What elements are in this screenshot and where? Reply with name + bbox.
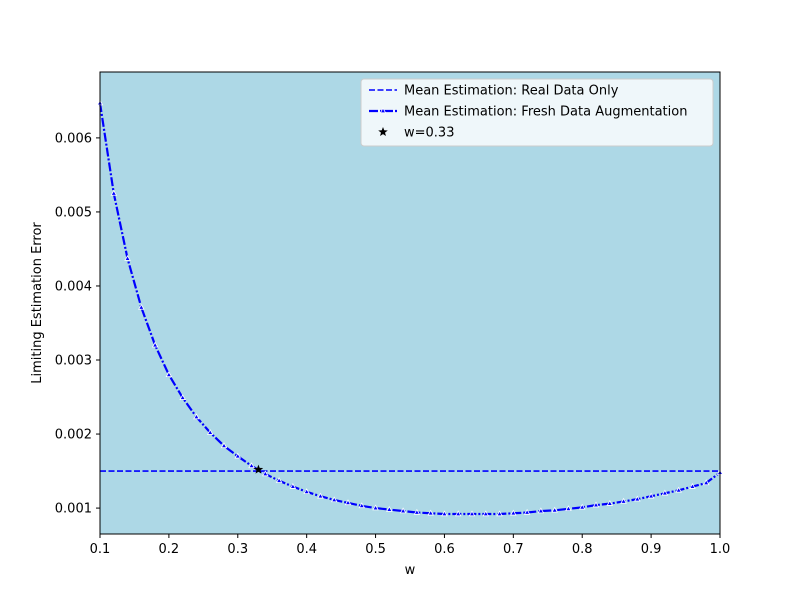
y-axis-label: Limiting Estimation Error [30,222,45,384]
data-point-marker [620,497,627,504]
data-point-marker [179,394,186,400]
data-point-marker [124,254,131,261]
data-point-marker [372,504,379,511]
data-point-marker [358,502,366,509]
data-point-marker [138,303,145,310]
y-tick-label: 0.006 [55,131,92,146]
data-point-marker [496,510,503,517]
data-point-marker [551,506,558,513]
x-tick-label: 0.9 [641,542,662,557]
legend-label-fresh-data-augmentation: Mean Estimation: Fresh Data Augmentation [404,105,687,120]
data-point-marker [193,413,200,420]
w-star-marker [253,464,264,474]
x-tick-label: 0.8 [572,542,593,557]
data-point-marker [661,489,669,496]
x-tick-label: 0.2 [159,542,180,557]
data-point-marker [427,509,434,516]
x-tick-label: 0.3 [227,542,248,557]
y-tick-label: 0.004 [55,279,92,294]
y-tick-label: 0.005 [55,205,92,220]
series-fresh-data-augmentation-line [98,102,721,516]
y-axis-ticks: 0.001 0.002 0.003 0.004 0.005 0.006 [55,131,100,517]
legend: Mean Estimation: Real Data Only Mean Esti… [360,78,714,147]
data-point-marker [592,501,600,508]
data-point-marker [110,189,118,196]
data-point-marker [510,509,517,516]
data-point-marker [386,505,393,512]
x-tick-label: 0.1 [90,542,111,557]
data-point-marker [262,470,269,477]
y-tick-label: 0.001 [55,502,92,517]
plot-frame [99,71,721,535]
data-point-marker [317,492,324,499]
legend-label-real-data-only: Mean Estimation: Real Data Only [404,84,619,99]
data-point-marker [344,499,352,506]
data-point-marker [206,428,214,435]
y-tick-label: 0.003 [55,354,92,369]
data-point-marker [289,483,297,489]
y-tick-label: 0.002 [55,428,92,443]
data-point-marker [578,503,586,510]
data-point-marker [248,462,255,469]
x-tick-label: 0.7 [503,542,524,557]
data-point-marker [151,341,159,348]
data-point-marker [234,452,242,459]
data-point-marker [399,507,407,514]
data-point-marker [441,510,448,517]
legend-marker-triangle [379,107,387,114]
x-tick-label: 0.6 [434,542,455,557]
legend-box [360,78,714,147]
data-point-marker [303,488,310,494]
x-axis-ticks: 0.1 0.2 0.3 0.4 0.5 0.6 0.7 0.8 0.9 1.0 [90,534,731,557]
data-point-marker [537,507,545,514]
legend-marker-star [378,127,388,137]
legend-label-w-star: w=0.33 [404,126,454,141]
x-tick-label: 1.0 [710,542,731,557]
data-point-marker [606,500,614,506]
data-point-marker [647,492,655,499]
data-point-marker [275,477,283,483]
data-point-marker [482,510,490,517]
x-tick-label: 0.4 [296,542,317,557]
data-point-marker [634,495,641,502]
data-point-marker [454,510,462,517]
data-point-marker [468,510,476,517]
data-point-marker [702,479,710,486]
x-tick-label: 0.5 [365,542,386,557]
data-point-marker [675,486,682,493]
plot-area [100,72,720,534]
data-point-marker [413,508,421,515]
data-point-marker [165,371,173,378]
data-point-marker [330,496,338,503]
data-point-marker [565,505,572,512]
series-layer [96,99,724,517]
data-point-marker [220,442,228,449]
data-point-marker [523,508,531,515]
data-point-marker [689,483,696,489]
x-axis-label: w [405,563,416,578]
